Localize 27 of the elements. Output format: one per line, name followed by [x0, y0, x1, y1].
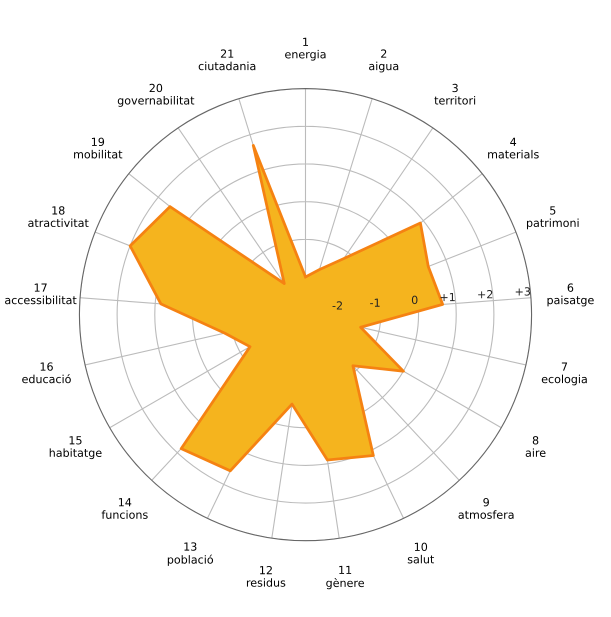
spoke-label: 1 energia — [285, 38, 326, 61]
spoke-label: 7 ecologia — [542, 362, 587, 386]
spoke-label: 13 població — [168, 542, 214, 566]
spoke-label: 18 atractivitat — [28, 206, 89, 228]
spoke-label: 2 aigua — [369, 49, 398, 72]
spoke-label: 5 patrimoni — [526, 206, 579, 230]
spoke-label: 21 ciutadania — [198, 49, 256, 70]
y-tick-label: +3 — [516, 287, 530, 296]
spoke-label: 19 mobilitat — [74, 138, 122, 158]
y-tick-label: -1 — [370, 298, 380, 307]
spoke-label: 14 funcions — [102, 498, 148, 519]
y-tick-label: -2 — [332, 301, 342, 310]
y-tick-label: +2 — [478, 290, 492, 298]
spoke-label: 3 territori — [434, 84, 476, 105]
spoke-label: 15 habitatge — [50, 436, 102, 460]
spoke-label: 4 materials — [488, 138, 539, 158]
y-tick-label: +1 — [440, 292, 455, 302]
spoke-label: 17 accessibilitat — [5, 284, 77, 304]
spoke-label: 8 aire — [526, 436, 546, 457]
y-tick-label: 0 — [412, 296, 418, 304]
spoke-label: 16 educació — [22, 362, 71, 384]
spoke-label: 10 salut — [408, 542, 434, 564]
spoke-label: 20 governabilitat — [118, 84, 194, 107]
spoke-label: 6 paisatge — [548, 283, 594, 306]
spoke-label: 11 gènere — [326, 566, 364, 590]
spoke-label: 9 atmosfera — [458, 498, 514, 519]
spoke-label: 12 residus — [246, 566, 286, 587]
